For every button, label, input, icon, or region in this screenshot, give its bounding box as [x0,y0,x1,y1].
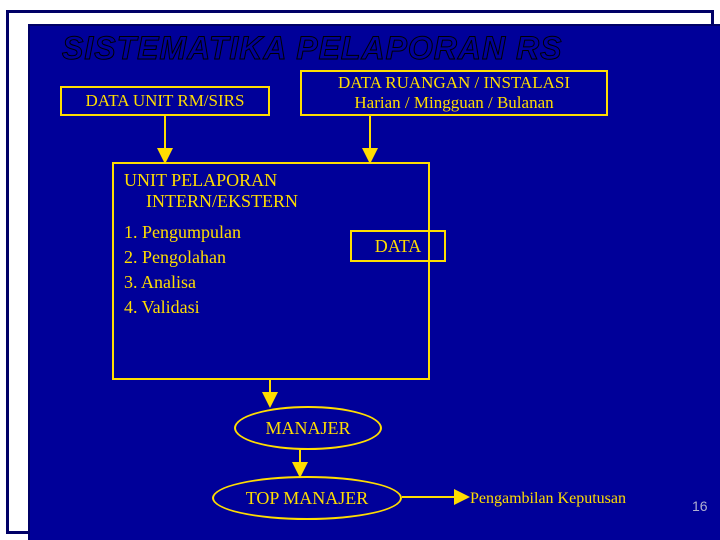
node-ruangan: DATA RUANGAN / INSTALASI Harian / Minggu… [300,70,608,116]
node-data-label: DATA [375,236,422,257]
node-manajer: MANAJER [234,406,382,450]
node-process: UNIT PELAPORAN INTERN/EKSTERN 1. Pengump… [112,162,430,380]
node-data: DATA [350,230,446,262]
node-unit-rm-label: DATA UNIT RM/SIRS [86,91,245,111]
slide: SISTEMATIKA PELAPORAN RS DATA UNIT RM/SI… [0,0,720,540]
process-header-line1: UNIT PELAPORAN [124,170,418,191]
node-top-manajer-label: TOP MANAJER [246,488,369,509]
list-item: 3. Analisa [124,270,418,295]
node-manajer-label: MANAJER [265,418,350,439]
node-keputusan: Pengambilan Keputusan [470,490,626,508]
node-top-manajer: TOP MANAJER [212,476,402,520]
slide-title: SISTEMATIKA PELAPORAN RS [62,30,562,67]
list-item: 4. Validasi [124,295,418,320]
node-ruangan-line1: DATA RUANGAN / INSTALASI [338,73,570,93]
process-header-line2: INTERN/EKSTERN [124,191,418,212]
slide-number: 16 [692,498,708,514]
node-ruangan-line2: Harian / Mingguan / Bulanan [354,93,553,113]
node-unit-rm: DATA UNIT RM/SIRS [60,86,270,116]
process-header: UNIT PELAPORAN INTERN/EKSTERN [114,164,428,216]
